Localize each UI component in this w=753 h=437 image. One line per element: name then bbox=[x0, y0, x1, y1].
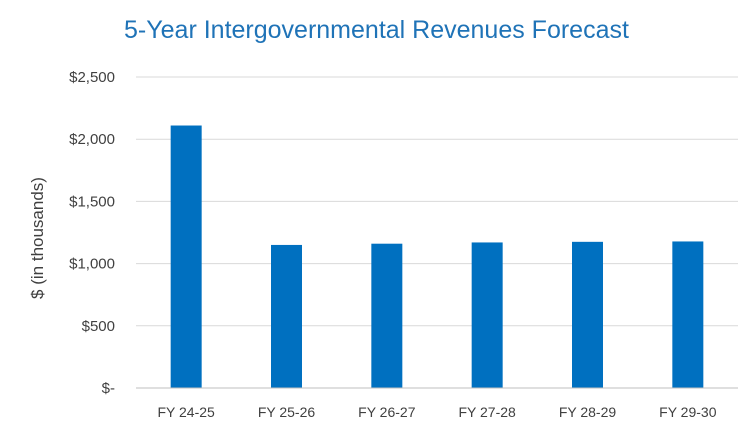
bar bbox=[271, 244, 302, 388]
y-tick-label: $1,500 bbox=[69, 193, 115, 210]
y-tick-label: $2,500 bbox=[69, 69, 115, 86]
y-tick-label: $- bbox=[102, 380, 115, 397]
y-tick-label: $2,000 bbox=[69, 131, 115, 148]
chart-title: 5-Year Intergovernmental Revenues Foreca… bbox=[124, 16, 629, 44]
bar bbox=[572, 241, 603, 388]
bar bbox=[672, 241, 704, 388]
x-tick-label: FY 25-26 bbox=[258, 404, 316, 420]
bar bbox=[471, 242, 503, 388]
x-tick-label: FY 29-30 bbox=[659, 404, 717, 420]
x-tick-label: FY 24-25 bbox=[157, 404, 215, 420]
y-tick-label: $1,000 bbox=[69, 256, 115, 273]
bar bbox=[371, 243, 403, 388]
bar bbox=[170, 125, 202, 389]
x-tick-label: FY 26-27 bbox=[358, 404, 416, 420]
y-tick-label: $500 bbox=[82, 318, 115, 335]
x-tick-label: FY 28-29 bbox=[559, 404, 617, 420]
x-tick-label: FY 27-28 bbox=[458, 404, 516, 420]
